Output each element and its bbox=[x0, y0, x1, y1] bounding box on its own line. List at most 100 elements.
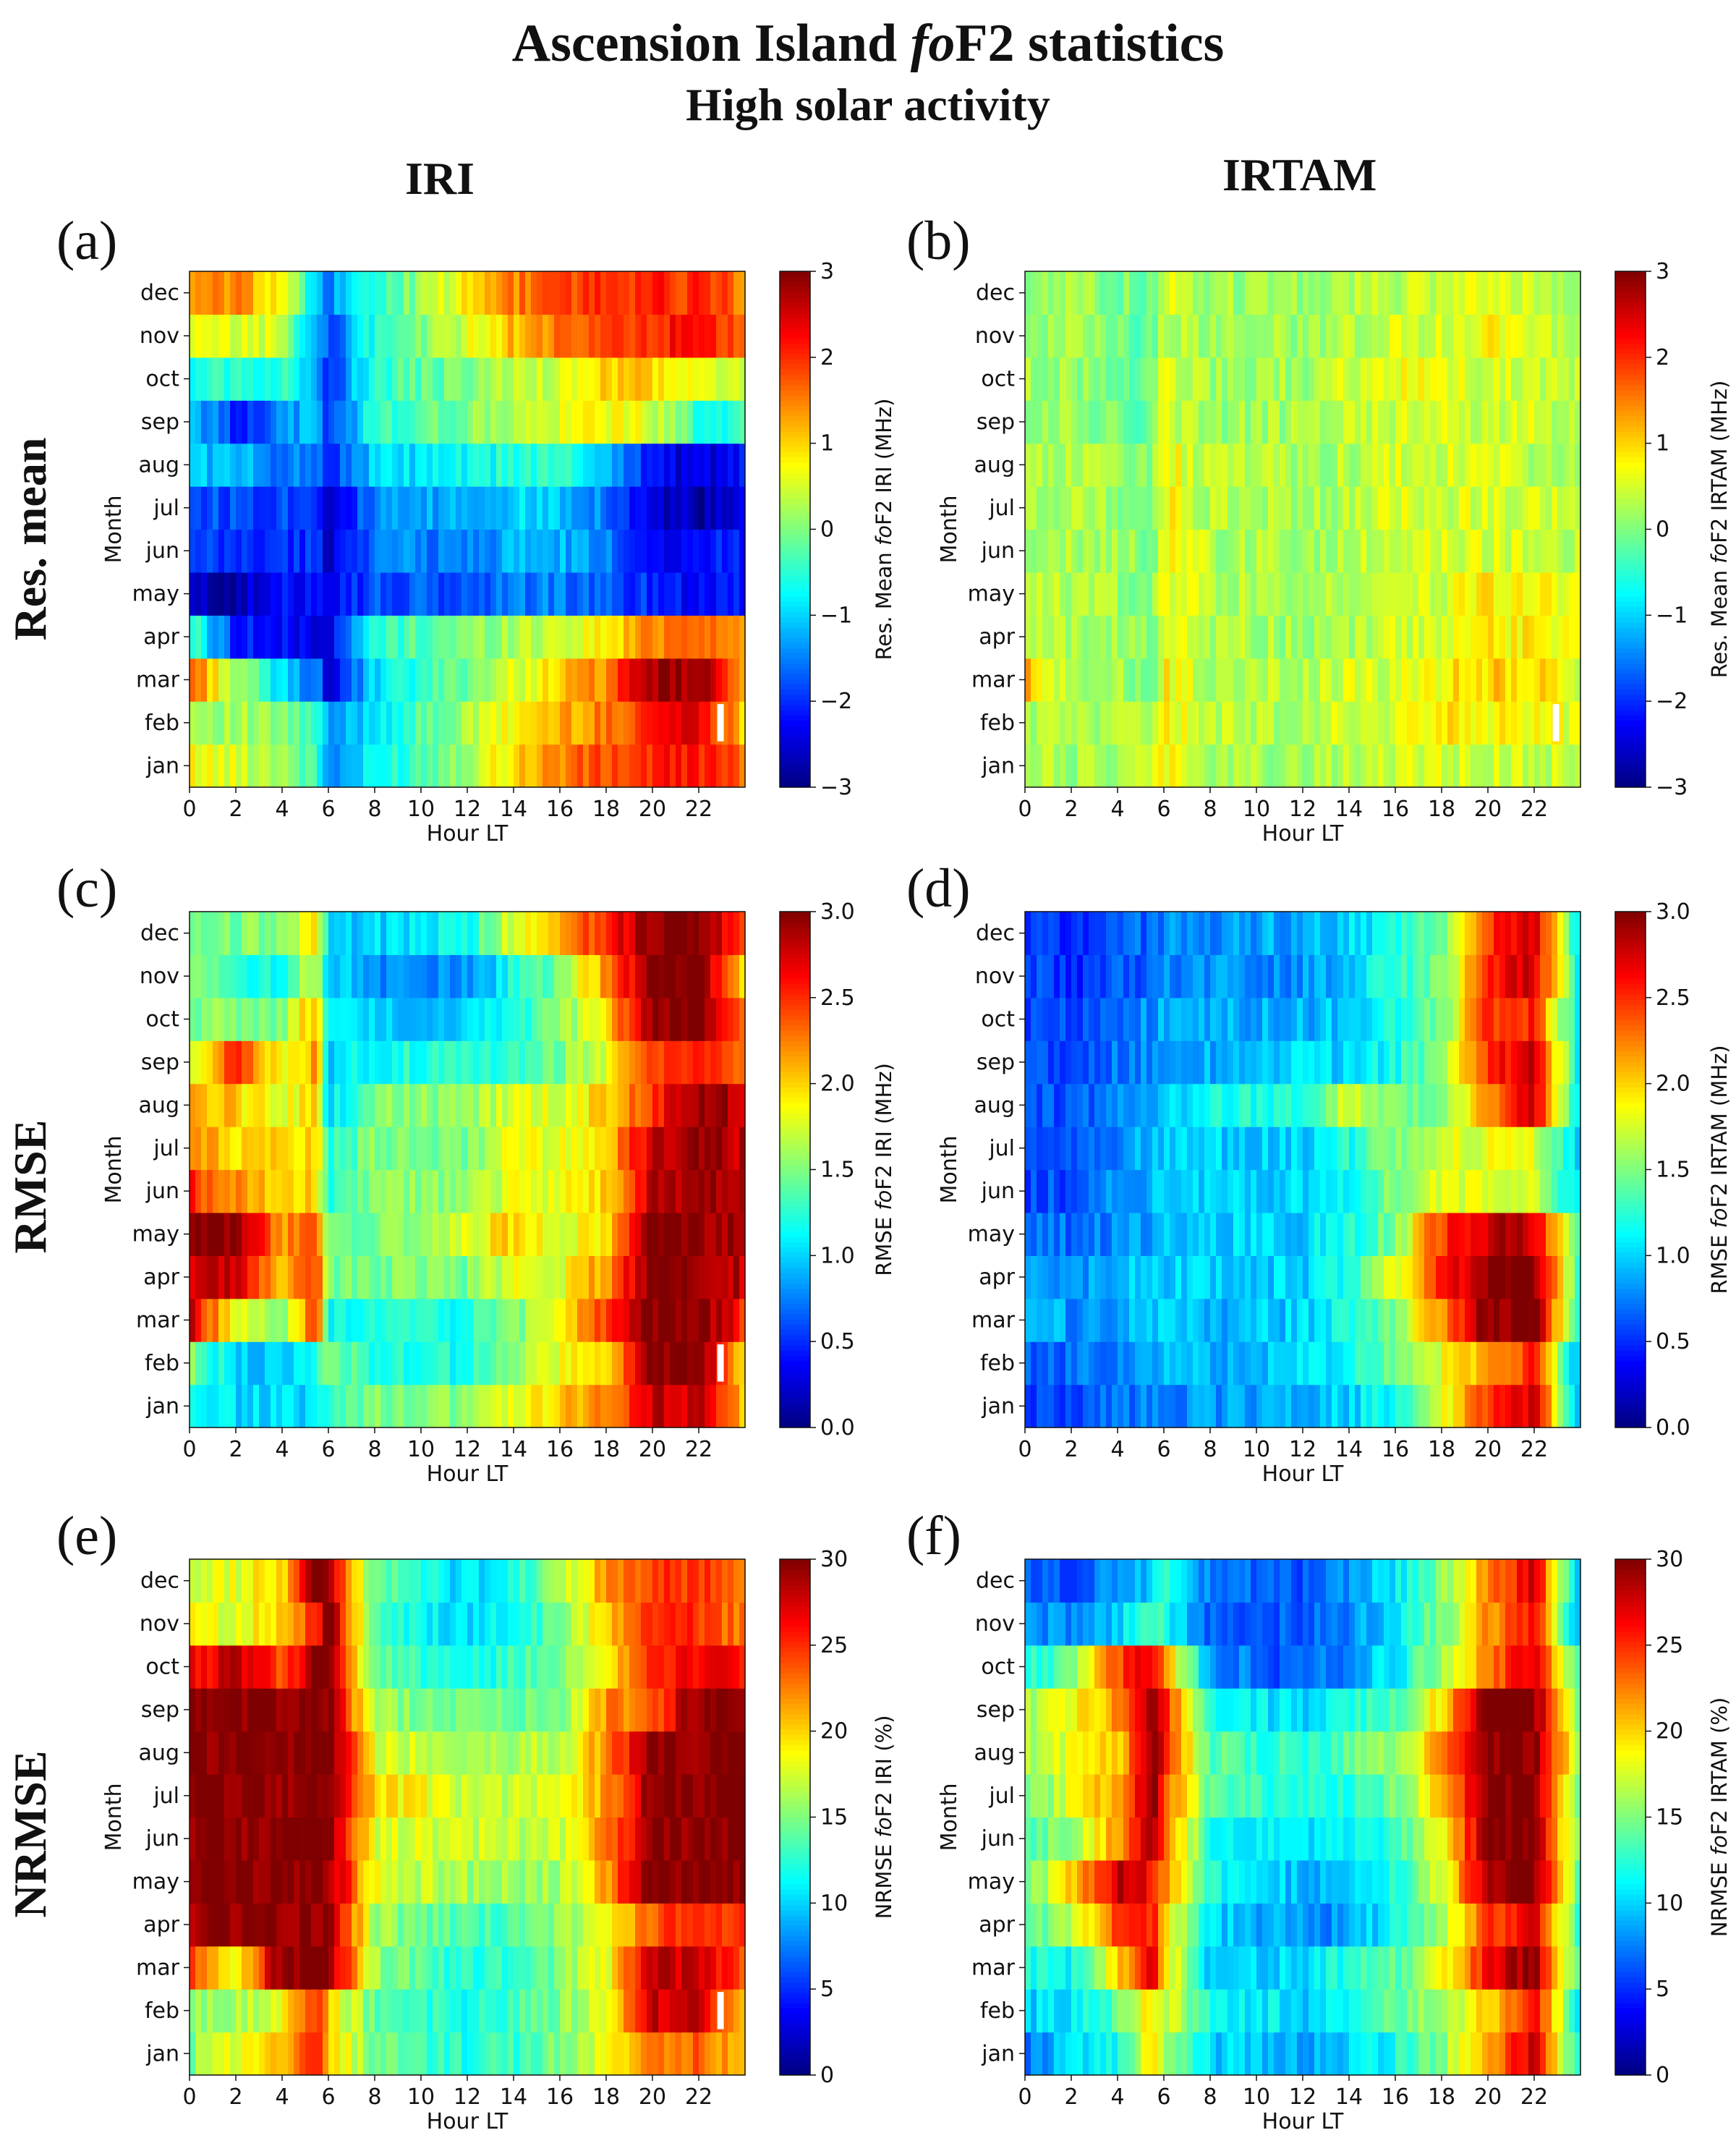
heatmap-cell bbox=[1523, 744, 1529, 788]
heatmap-cell bbox=[271, 1212, 277, 1256]
heatmap-cell bbox=[676, 1298, 682, 1342]
heatmap-cell bbox=[1407, 701, 1413, 745]
heatmap-cell bbox=[1413, 1083, 1419, 1127]
heatmap-cell bbox=[1540, 1127, 1546, 1171]
heatmap-cell bbox=[461, 954, 468, 998]
heatmap-cell bbox=[282, 1255, 289, 1299]
heatmap-cell bbox=[1575, 615, 1581, 659]
heatmap-cell bbox=[450, 314, 456, 358]
heatmap-cell bbox=[190, 997, 196, 1041]
heatmap-cell bbox=[1089, 615, 1095, 659]
heatmap-cell bbox=[265, 744, 271, 788]
heatmap-cell bbox=[508, 572, 514, 616]
colorbar-segment bbox=[780, 1401, 810, 1408]
heatmap-cell bbox=[294, 1083, 300, 1127]
heatmap-cell bbox=[600, 658, 607, 702]
colorbar-segment bbox=[1615, 756, 1646, 762]
heatmap-cell bbox=[1141, 314, 1147, 358]
heatmap-cell bbox=[728, 357, 734, 401]
heatmap-cell bbox=[1436, 357, 1442, 401]
heatmap-cell bbox=[1378, 357, 1384, 401]
colorbar-segment bbox=[780, 1118, 810, 1124]
heatmap-cell bbox=[1135, 954, 1141, 998]
heatmap-cell bbox=[444, 701, 451, 745]
heatmap-cell bbox=[1499, 443, 1506, 487]
heatmap-cell bbox=[1256, 443, 1263, 487]
x-tick-label: 6 bbox=[1157, 797, 1170, 822]
heatmap-cell bbox=[352, 997, 358, 1041]
heatmap-cell bbox=[375, 1127, 381, 1171]
heatmap-cell bbox=[311, 314, 318, 358]
heatmap-cell bbox=[1193, 1298, 1199, 1342]
x-tick-label: 12 bbox=[454, 1437, 481, 1462]
heatmap-cell bbox=[1413, 443, 1419, 487]
heatmap-cell bbox=[1210, 443, 1217, 487]
heatmap-cell bbox=[1037, 1212, 1043, 1256]
heatmap-cell bbox=[687, 1298, 694, 1342]
heatmap-cell bbox=[1528, 1341, 1535, 1386]
heatmap-cell bbox=[259, 912, 265, 956]
heatmap-cell bbox=[288, 1083, 294, 1127]
heatmap-cell bbox=[1216, 1255, 1222, 1299]
heatmap-cell bbox=[1361, 572, 1367, 616]
heatmap-cell bbox=[739, 997, 746, 1041]
heatmap-cell bbox=[218, 701, 225, 745]
heatmap-cell bbox=[1424, 1083, 1431, 1127]
heatmap-cell bbox=[1268, 529, 1275, 573]
heatmap-cell bbox=[1575, 1040, 1581, 1085]
colorbar-segment bbox=[780, 446, 810, 453]
heatmap-cell bbox=[1164, 1040, 1170, 1085]
heatmap-cell bbox=[1436, 744, 1442, 788]
heatmap-cell bbox=[461, 615, 468, 659]
heatmap-cell bbox=[1332, 443, 1338, 487]
heatmap-cell bbox=[1129, 529, 1136, 573]
heatmap-cell bbox=[722, 1169, 728, 1213]
heatmap-cell bbox=[1488, 701, 1494, 745]
heatmap-cell bbox=[409, 400, 416, 444]
heatmap-cell bbox=[1112, 658, 1118, 702]
heatmap-cell bbox=[1453, 997, 1460, 1041]
heatmap-cell bbox=[1540, 1212, 1546, 1256]
heatmap-cell bbox=[1523, 443, 1529, 487]
heatmap-cell bbox=[1268, 954, 1275, 998]
heatmap-cell bbox=[1569, 1298, 1575, 1342]
heatmap-cell bbox=[566, 912, 572, 956]
colorbar-segment bbox=[1615, 483, 1646, 489]
heatmap-cell bbox=[566, 615, 572, 659]
heatmap-cell bbox=[473, 1169, 480, 1213]
heatmap-cell bbox=[1280, 997, 1286, 1041]
heatmap-cell bbox=[392, 314, 399, 358]
heatmap-cell bbox=[1152, 954, 1159, 998]
heatmap-cell bbox=[259, 1169, 265, 1213]
figure-title: Ascension Island foF2 statistics bbox=[511, 14, 1225, 73]
heatmap-cell bbox=[473, 1255, 480, 1299]
heatmap-cell bbox=[317, 357, 323, 401]
heatmap-cell bbox=[687, 357, 694, 401]
heatmap-cell bbox=[398, 1040, 404, 1085]
heatmap-cell bbox=[473, 1127, 480, 1171]
heatmap-cell bbox=[1459, 314, 1465, 358]
heatmap-cell bbox=[195, 529, 202, 573]
heatmap-cell bbox=[664, 486, 671, 530]
heatmap-cell bbox=[542, 658, 549, 702]
heatmap-cell bbox=[1251, 1169, 1257, 1213]
heatmap-cell bbox=[456, 615, 462, 659]
heatmap-cell bbox=[1083, 954, 1089, 998]
heatmap-cell bbox=[1285, 1341, 1292, 1386]
heatmap-cell bbox=[224, 443, 231, 487]
heatmap-cell bbox=[1089, 357, 1095, 401]
y-tick-label: dec bbox=[976, 281, 1015, 306]
heatmap-cell bbox=[415, 954, 422, 998]
heatmap-cell bbox=[1158, 997, 1165, 1041]
heatmap-cell bbox=[1118, 357, 1124, 401]
heatmap-cell bbox=[722, 1255, 728, 1299]
heatmap-cell bbox=[1494, 1212, 1500, 1256]
heatmap-cell bbox=[1361, 400, 1367, 444]
colorbar-segment bbox=[780, 585, 810, 592]
heatmap-cell bbox=[1164, 615, 1170, 659]
heatmap-cell bbox=[282, 314, 289, 358]
heatmap-cell bbox=[1285, 1255, 1292, 1299]
heatmap-cell bbox=[595, 529, 601, 573]
heatmap-cell bbox=[1239, 997, 1246, 1041]
heatmap-cell bbox=[276, 1384, 283, 1428]
